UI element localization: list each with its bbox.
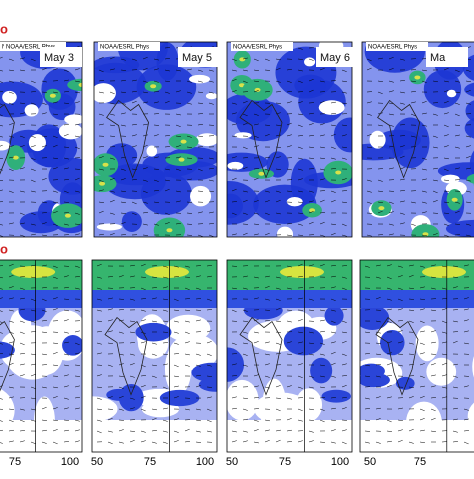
- axis-label: 75: [279, 456, 291, 468]
- row-marker: o: [0, 21, 8, 36]
- map-panel: [0, 260, 87, 452]
- white-blob: [406, 402, 442, 443]
- white-blob: [2, 91, 17, 104]
- yellow-core: [103, 163, 109, 167]
- source-label: NOAA/ESRL Phys: [100, 45, 149, 51]
- blue-blob: [322, 390, 351, 403]
- date-label: May 5: [182, 52, 212, 64]
- axis-label: 75: [414, 456, 426, 468]
- white-blob: [25, 104, 39, 116]
- blue-blob: [106, 389, 132, 401]
- dark-blob: [122, 211, 142, 232]
- white-blob: [277, 227, 293, 242]
- white-blob: [227, 162, 243, 170]
- row-marker: o: [0, 241, 8, 256]
- axis-label: 75: [9, 456, 21, 468]
- white-blob: [370, 131, 386, 149]
- yellow-core: [452, 198, 458, 202]
- white-blob: [34, 396, 55, 446]
- source-label: NOAA/ESRL Phys: [368, 45, 417, 51]
- axis-label: 100: [331, 456, 349, 468]
- yellow-core: [378, 206, 384, 210]
- white-blob: [304, 57, 315, 66]
- blue-blob: [310, 358, 332, 384]
- source-label: NOAA/ESRL Phys: [233, 45, 282, 51]
- yellow-core: [150, 84, 156, 88]
- white-blob: [441, 175, 460, 184]
- blue-blob: [396, 377, 415, 390]
- yellow-core: [181, 140, 187, 144]
- map-panel: [351, 260, 474, 452]
- yellow-core: [166, 228, 172, 232]
- yellow-core: [65, 214, 71, 218]
- white-blob: [189, 75, 210, 83]
- yellow-core: [50, 94, 56, 98]
- yellow-core: [239, 57, 245, 61]
- yellow-core: [99, 182, 105, 186]
- white-blob: [426, 358, 456, 386]
- dark-blob: [48, 158, 96, 195]
- yellow-core: [335, 171, 341, 175]
- white-blob: [190, 186, 211, 207]
- blue-blob: [284, 327, 323, 356]
- blue-blob: [380, 330, 404, 355]
- white-blob: [97, 224, 122, 231]
- axis-label: 75: [144, 456, 156, 468]
- dark-blob: [334, 118, 366, 153]
- dark-blob: [365, 30, 425, 72]
- white-blob: [319, 100, 345, 115]
- dark-blob: [424, 70, 461, 108]
- white-blob: [235, 132, 252, 138]
- yellow-core: [145, 266, 189, 278]
- yellow-core: [414, 75, 420, 79]
- map-panel: [69, 260, 233, 452]
- yellow-core: [179, 158, 185, 162]
- yellow-core: [13, 156, 19, 160]
- yellow-core: [11, 266, 55, 278]
- white-blob: [206, 93, 218, 99]
- yellow-core: [422, 266, 466, 278]
- axis-label: 100: [61, 456, 79, 468]
- blue-blob: [325, 306, 344, 326]
- blue-blob: [62, 335, 84, 356]
- map-panel: [199, 37, 366, 241]
- white-blob: [447, 90, 457, 98]
- white-blob: [287, 197, 303, 206]
- axis-label: 50: [226, 456, 238, 468]
- map-panel: [210, 260, 352, 452]
- axis-label: 100: [196, 456, 214, 468]
- white-blob: [29, 134, 46, 151]
- yellow-core: [79, 83, 85, 87]
- axis-label: 50: [364, 456, 376, 468]
- axis-label: 50: [91, 456, 103, 468]
- white-blob: [262, 379, 286, 433]
- date-label: May 3: [44, 52, 74, 64]
- blue-blob: [357, 364, 385, 379]
- white-blob: [225, 380, 258, 421]
- date-label: May 6: [320, 52, 350, 64]
- date-label: Ma: [430, 52, 446, 64]
- yellow-core: [258, 172, 264, 176]
- white-blob: [196, 133, 219, 146]
